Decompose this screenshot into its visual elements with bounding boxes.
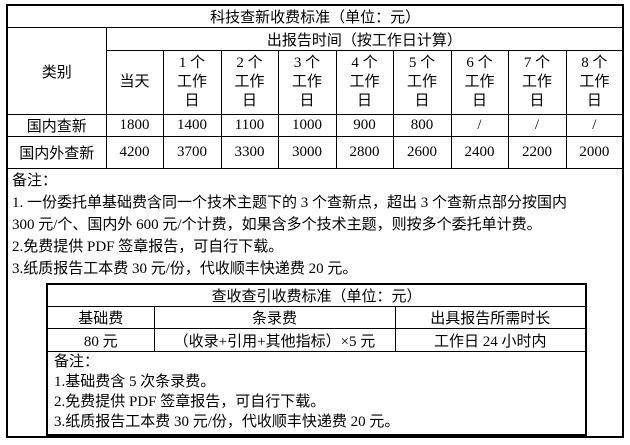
col-header-8-day: 8 个 工作 日 xyxy=(565,50,624,115)
citation-notes-cell: 备注： 1.基础费含 5 次条录费。 2.免费提供 PDF 签章报告，可自行下载… xyxy=(46,351,587,436)
fee-cell: 3300 xyxy=(220,136,279,169)
fee-cell: 2000 xyxy=(565,136,624,169)
fee-cell: 800 xyxy=(392,114,452,137)
col-header-3-day: 3 个 工作 日 xyxy=(277,50,337,115)
citation-fee-table: 查收查引收费标准（单位：元） 基础费 条录费 出具报告所需时长 80 元 （收录… xyxy=(46,283,587,436)
main-table-title: 科技查新收费标准（单位：元） xyxy=(6,4,624,28)
base-fee-value: 80 元 xyxy=(46,328,155,352)
base-fee-header: 基础费 xyxy=(46,306,155,329)
note-item: 2.免费提供 PDF 签章报告，可自行下载。 xyxy=(12,239,284,255)
fee-cell: 1000 xyxy=(277,114,337,137)
col-header-2-day: 2 个 工作 日 xyxy=(220,50,279,115)
fee-cell: / xyxy=(565,114,624,137)
category-header: 类别 xyxy=(6,27,107,115)
main-notes-cell: 备注： 1. 一份委托单基础费含同一个技术主题下的 3 个查新点，超出 3 个查… xyxy=(6,168,624,438)
note-item: 3.纸质报告工本费 30 元/份，代收顺丰快递费 20 元。 xyxy=(12,261,358,277)
fee-cell: 2400 xyxy=(450,136,509,169)
fee-cell: 3000 xyxy=(277,136,337,169)
fee-cell: 3700 xyxy=(162,136,222,169)
report-duration-header: 出具报告所需时长 xyxy=(394,306,587,329)
fee-cell: 1400 xyxy=(162,114,222,137)
citation-note-item: 1.基础费含 5 次条录费。 xyxy=(54,374,216,390)
note-item: 1. 一份委托单基础费含同一个技术主题下的 3 个查新点，超出 3 个查新点部分… xyxy=(12,195,568,233)
fee-cell: 1800 xyxy=(105,114,164,137)
row-label-domestic: 国内查新 xyxy=(6,114,107,137)
tech-novelty-fee-table: 科技查新收费标准（单位：元） 类别 出报告时间（按工作日计算） 当天 1 个 工… xyxy=(6,4,625,438)
report-time-header: 出报告时间（按工作日计算） xyxy=(105,27,624,51)
fee-cell: 2600 xyxy=(392,136,452,169)
col-header-4-day: 4 个 工作 日 xyxy=(335,50,394,115)
citation-table-title: 查收查引收费标准（单位：元） xyxy=(46,283,587,307)
col-header-same-day: 当天 xyxy=(105,50,164,115)
record-fee-header: 条录费 xyxy=(153,306,396,329)
fee-cell: 1100 xyxy=(220,114,279,137)
citation-notes-label: 备注： xyxy=(54,354,100,370)
col-header-1-day: 1 个 工作 日 xyxy=(162,50,222,115)
fee-cell: / xyxy=(450,114,509,137)
fee-cell: 2200 xyxy=(507,136,567,169)
table-row: 80 元 （收录+引用+其他指标）×5 元 工作日 24 小时内 xyxy=(46,328,587,352)
citation-note-item: 3.纸质报告工本费 30 元/份，代收顺丰快递费 20 元。 xyxy=(54,414,400,430)
fee-cell: / xyxy=(507,114,567,137)
citation-note-item: 2.免费提供 PDF 签章报告，可自行下载。 xyxy=(54,394,326,410)
fee-cell: 4200 xyxy=(105,136,164,169)
fee-cell: 2800 xyxy=(335,136,394,169)
col-header-6-day: 6 个 工作 日 xyxy=(450,50,509,115)
table-row: 国内查新 1800 1400 1100 1000 900 800 / / / xyxy=(6,114,624,137)
col-header-7-day: 7 个 工作 日 xyxy=(507,50,567,115)
row-label-domestic-foreign: 国内外查新 xyxy=(6,136,107,169)
report-duration-value: 工作日 24 小时内 xyxy=(394,328,587,352)
notes-label: 备注： xyxy=(12,173,58,189)
record-fee-value: （收录+引用+其他指标）×5 元 xyxy=(153,328,396,352)
table-row: 国内外查新 4200 3700 3300 3000 2800 2600 2400… xyxy=(6,136,624,169)
fee-cell: 900 xyxy=(335,114,394,137)
col-header-5-day: 5 个 工作 日 xyxy=(392,50,452,115)
